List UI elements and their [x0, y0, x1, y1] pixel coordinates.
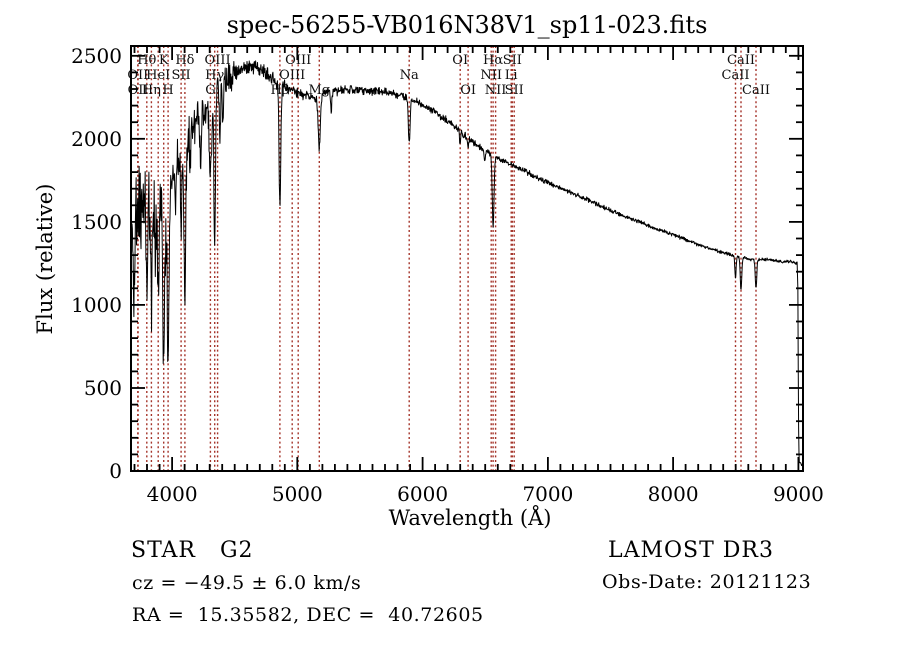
spectral-line-label: NII	[480, 68, 502, 83]
spectral-line-label: OI	[452, 53, 468, 68]
spectral-line-label: CaII	[742, 83, 770, 98]
ra-dec-text: RA = 15.35582, DEC = 40.72605	[132, 604, 484, 626]
x-tick-label: 4000	[147, 482, 198, 506]
y-tick-label: 0	[109, 459, 122, 483]
y-axis-label: Flux (relative)	[33, 184, 57, 335]
x-tick-label: 7000	[522, 482, 573, 506]
object-class-text: STAR G2	[131, 538, 254, 563]
spectral-line-label: Hδ	[175, 53, 194, 68]
y-tick-label: 1000	[71, 293, 122, 317]
spectral-line-label: OIII	[279, 68, 305, 83]
spectrum-trace	[130, 60, 803, 467]
axes	[130, 45, 804, 472]
y-tick-label: 2500	[71, 44, 122, 68]
spectral-line-label: G	[205, 83, 215, 98]
y-tick-label: 1500	[71, 210, 122, 234]
cz-velocity-text: cz = −49.5 ± 6.0 km/s	[132, 572, 362, 594]
spectral-line-label: Hη	[142, 83, 161, 98]
spectral-line-label: K	[159, 53, 169, 68]
spectral-line-label: CaII	[727, 53, 755, 68]
spectral-line-label: SII	[172, 68, 191, 83]
obs-date-text: Obs-Date: 20121123	[602, 571, 812, 593]
spectral-line-label: Li	[505, 68, 518, 83]
spectral-line-label: OI	[460, 83, 476, 98]
spectral-line-label: H	[162, 83, 173, 98]
spectral-line-label: Hθ	[137, 53, 156, 68]
spectral-line-label: OII	[128, 83, 149, 98]
spectral-line-label: Hγ	[205, 68, 224, 83]
spectral-line-label: OIII	[205, 53, 231, 68]
plot-title: spec-56255-VB016N38V1_sp11-023.fits	[227, 11, 708, 39]
spectral-line-label: Hα	[483, 53, 503, 68]
x-tick-label: 6000	[397, 482, 448, 506]
spectral-line-label: CaII	[722, 68, 750, 83]
survey-release-text: LAMOST DR3	[608, 538, 774, 563]
spectral-line-markers	[137, 46, 757, 471]
x-tick-label: 9000	[773, 482, 824, 506]
x-tick-label: 5000	[272, 482, 323, 506]
x-tick-label: 8000	[648, 482, 699, 506]
y-tick-label: 500	[84, 376, 122, 400]
tick-labels: 4000 5000 6000 7000 8000 9000 0 500 1000 1500 2000…	[71, 44, 824, 506]
spectral-line-label: OIII	[285, 53, 311, 68]
x-axis-label: Wavelength (Å)	[389, 505, 552, 530]
spectrum-line	[130, 60, 803, 467]
spectral-line-label: SII	[503, 53, 522, 68]
spectral-line-labels: OIIOIIHθHηHeIKHSIIHδGHγOIIIHβOIIIOIIIMgN…	[127, 53, 770, 98]
spectral-line-label: NII	[485, 83, 507, 98]
plot-frame	[130, 45, 804, 472]
spectral-line-label: HeI	[146, 68, 170, 83]
y-tick-label: 2000	[71, 127, 122, 151]
spectral-line-label: SII	[505, 83, 524, 98]
spectral-line-label: Na	[400, 68, 419, 83]
